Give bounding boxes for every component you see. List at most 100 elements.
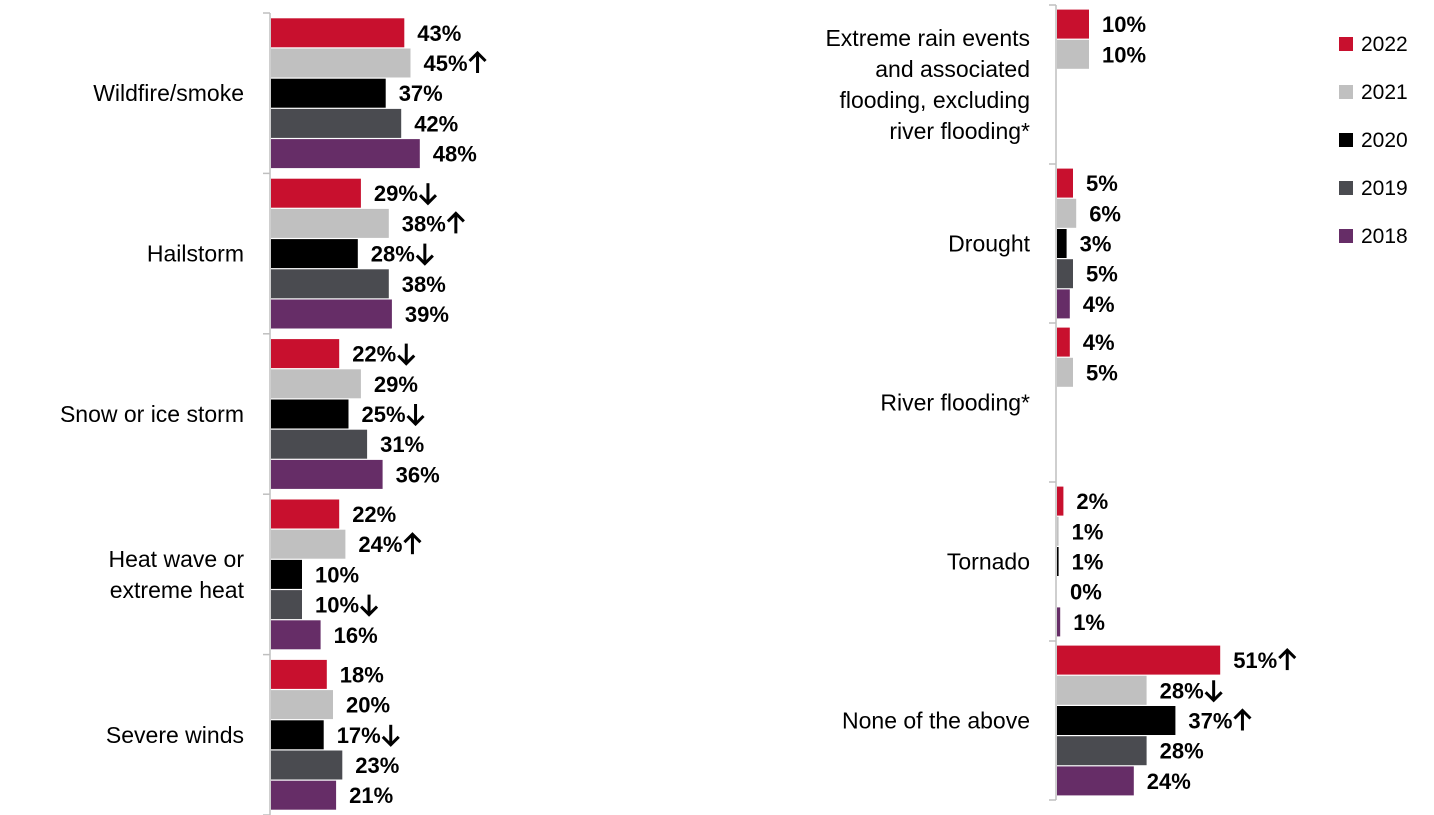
- data-label: 4%: [1083, 330, 1115, 355]
- data-label: 10%: [1102, 12, 1146, 37]
- data-label: 31%: [380, 432, 424, 457]
- data-label: 16%: [334, 623, 378, 648]
- category-label-line: Severe winds: [106, 722, 244, 748]
- data-label: 23%: [355, 753, 399, 778]
- arrow-down-icon: [418, 183, 438, 206]
- category-label-line: river flooding*: [889, 118, 1030, 144]
- category-label: River flooding*: [880, 390, 1030, 416]
- data-label: 29%: [374, 372, 418, 397]
- data-label: 25%: [362, 402, 406, 427]
- bar-2021: [271, 690, 333, 720]
- data-label: 0%: [1070, 580, 1102, 605]
- category-label: None of the above: [842, 708, 1030, 734]
- data-label: 1%: [1072, 519, 1104, 544]
- bar-2022: [1057, 327, 1070, 357]
- data-label: 37%: [399, 81, 443, 106]
- bar-2021: [1057, 357, 1073, 387]
- category-label-line: Wildfire/smoke: [93, 80, 244, 106]
- category-label-line: Snow or ice storm: [60, 401, 244, 427]
- arrow-up-icon: [403, 532, 422, 555]
- bar-2022: [271, 339, 340, 369]
- bar-2018: [271, 139, 420, 169]
- data-label: 51%: [1233, 648, 1277, 673]
- legend: 2022 2021 2020 2019 2018: [1339, 33, 1408, 248]
- category-label: Wildfire/smoke: [93, 80, 244, 106]
- data-label: 20%: [346, 693, 390, 718]
- data-label: 24%: [1147, 769, 1191, 794]
- data-label: 28%: [371, 242, 415, 267]
- bar-2018: [271, 780, 337, 810]
- bar-2021: [1057, 516, 1059, 546]
- arrow-down-icon: [406, 404, 425, 427]
- data-label: 28%: [1160, 678, 1204, 703]
- legend-swatch: [1339, 85, 1353, 99]
- data-label: 5%: [1086, 262, 1118, 287]
- category-label: Snow or ice storm: [60, 401, 244, 427]
- bar-2018: [271, 299, 392, 329]
- legend-swatch: [1339, 133, 1353, 147]
- bar-2021: [1057, 198, 1077, 228]
- bar-2019: [1057, 259, 1073, 289]
- bar-2018: [1057, 766, 1134, 796]
- bar-2022: [1057, 645, 1221, 675]
- bar-2019: [271, 590, 302, 620]
- bar-2021: [271, 208, 389, 238]
- data-label: 4%: [1083, 292, 1115, 317]
- category-label-line: Drought: [948, 231, 1030, 257]
- data-label: 28%: [1160, 739, 1204, 764]
- legend-swatch: [1339, 37, 1353, 51]
- data-label: 1%: [1072, 550, 1104, 575]
- data-label: 37%: [1188, 709, 1232, 734]
- bar-2022: [1057, 168, 1073, 198]
- bar-2018: [271, 459, 383, 489]
- data-label: 1%: [1073, 610, 1105, 635]
- data-label: 36%: [396, 462, 440, 487]
- data-label: 3%: [1080, 232, 1112, 257]
- category-label-line: None of the above: [842, 708, 1030, 734]
- data-label: 43%: [417, 21, 461, 46]
- category-label-line: Heat wave or: [108, 546, 244, 572]
- bar-2021: [271, 48, 411, 78]
- bar-2019: [271, 429, 368, 459]
- data-label: 6%: [1089, 201, 1121, 226]
- chart-panel-right: Extreme rain events and associated floodin…: [825, 4, 1297, 801]
- bar-2018: [271, 620, 321, 650]
- bar-2021: [1057, 675, 1147, 705]
- data-label: 5%: [1086, 171, 1118, 196]
- chart-panel-left: Wildfire/smoke 43% 45% 37% 42% 48% Hailstorm 29…: [60, 12, 487, 815]
- legend-label: 2020: [1361, 129, 1408, 152]
- bar-2020: [1057, 706, 1176, 735]
- arrow-down-icon: [1204, 680, 1223, 703]
- legend-item-2019: 2019: [1339, 177, 1408, 200]
- arrow-down-icon: [359, 594, 379, 617]
- arrow-up-icon: [1233, 708, 1252, 731]
- data-label: 48%: [433, 142, 477, 167]
- bar-2022: [271, 18, 405, 48]
- legend-label: 2021: [1361, 81, 1408, 104]
- data-label: 5%: [1086, 360, 1118, 385]
- bar-2021: [1057, 39, 1089, 69]
- arrow-up-icon: [446, 211, 465, 234]
- data-label: 21%: [349, 783, 393, 808]
- category-label-line: extreme heat: [110, 577, 245, 603]
- arrow-up-icon: [1278, 647, 1297, 671]
- legend-item-2018: 2018: [1339, 225, 1408, 248]
- category-label: Extreme rain events and associated floodin…: [825, 25, 1030, 144]
- data-label: 2%: [1076, 489, 1108, 514]
- bar-2018: [1057, 607, 1061, 637]
- data-label: 10%: [315, 562, 359, 587]
- category-label-line: Hailstorm: [147, 241, 244, 267]
- legend-label: 2022: [1361, 33, 1408, 56]
- arrow-down-icon: [381, 724, 400, 747]
- bar-2018: [1057, 289, 1070, 319]
- data-label: 10%: [315, 593, 359, 618]
- bar-2019: [271, 108, 402, 138]
- data-label: 29%: [374, 181, 418, 206]
- category-label-line: Extreme rain events: [825, 25, 1030, 51]
- data-label: 22%: [352, 342, 396, 367]
- bar-2020: [271, 239, 358, 269]
- data-label: 39%: [405, 302, 449, 327]
- bar-2022: [271, 178, 361, 208]
- data-label: 10%: [1102, 42, 1146, 67]
